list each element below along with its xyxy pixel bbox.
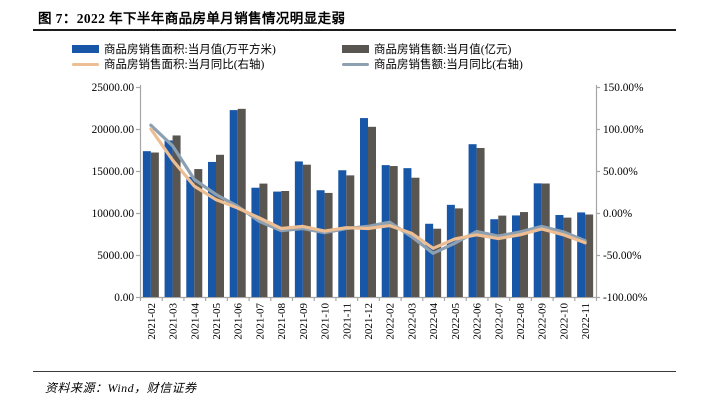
left-axis-label: 25000.00 (92, 82, 135, 94)
x-axis-label: 2021-02 (146, 303, 158, 340)
x-axis-label: 2022-08 (515, 303, 527, 340)
line-sales-area-yoy (149, 127, 587, 250)
bar-sales-area (533, 183, 542, 297)
bar-sales-value (216, 154, 224, 297)
x-axis-label: 2022-02 (385, 303, 397, 340)
x-axis-label: 2021-08 (276, 303, 288, 340)
line-sales-value-yoy (149, 123, 587, 255)
bar-sales-value (520, 212, 528, 297)
bar-sales-area (468, 144, 477, 297)
bar-sales-value (237, 108, 246, 297)
bar-sales-area (316, 190, 325, 297)
legend-label-sales-area-bar: 商品房销售面积:当月值(万平方米) (104, 44, 276, 56)
bar-sales-area (512, 215, 520, 297)
right-axis-label: 150.00% (603, 82, 644, 94)
bar-sales-area (164, 140, 173, 297)
x-axis-label: 2022-04 (428, 303, 440, 340)
x-axis-label: 2021-06 (233, 303, 245, 340)
x-axis-label: 2021-10 (320, 303, 332, 340)
bar-sales-value (454, 208, 463, 297)
right-axis-label: 50.00% (603, 166, 638, 178)
x-axis-label: 2021-04 (189, 303, 201, 340)
bar-sales-value (259, 183, 268, 297)
bar-sales-value (433, 228, 442, 297)
bar-sales-area (446, 204, 455, 297)
bar-sales-area (360, 118, 368, 297)
title-divider (33, 29, 676, 31)
bar-sales-value (585, 214, 594, 297)
right-axis-label: 0.00% (603, 208, 633, 220)
x-axis-label: 2022-10 (558, 303, 570, 340)
bar-sales-value (541, 183, 550, 297)
legend-item-sales-area-bar: 商品房销售面积:当月值(万平方米) (72, 42, 276, 56)
x-axis-label: 2021-09 (298, 303, 310, 340)
left-axis-label: 10000.00 (92, 208, 135, 220)
bar-sales-value (194, 169, 203, 297)
x-axis-label: 2022-06 (472, 303, 484, 340)
x-axis-label: 2021-03 (168, 303, 180, 340)
x-axis-label: 2022-03 (406, 303, 418, 340)
source-note: 资料来源：Wind，财信证券 (45, 381, 197, 395)
right-axis-label: -50.00% (603, 250, 642, 262)
legend-item-sales-area-yoy-line: 商品房销售面积:当月同比(右轴) (72, 57, 264, 71)
x-axis-label: 2022-11 (580, 303, 592, 339)
bar-sales-value (346, 175, 355, 297)
bar-sales-area (381, 165, 390, 297)
right-axis-label: -100.00% (603, 292, 648, 304)
bar-sales-value (563, 217, 572, 297)
legend-swatch-sales-area-bar-icon (72, 45, 99, 53)
bar-sales-value (498, 215, 507, 297)
legend-swatch-sales-value-yoy-line-icon (342, 62, 369, 66)
left-axis-label: 5000.00 (97, 250, 134, 262)
bar-sales-area (208, 161, 216, 297)
legend-swatch-sales-area-yoy-line-icon (72, 62, 99, 66)
bar-sales-value (476, 147, 485, 297)
x-axis-label: 2022-05 (450, 303, 462, 340)
bar-sales-area (273, 191, 282, 297)
figure-bottom-divider (33, 371, 676, 372)
bar-sales-area (555, 215, 564, 297)
bar-sales-value (281, 190, 290, 297)
bar-sales-area (142, 151, 151, 297)
bar-sales-area (577, 212, 586, 297)
left-axis-label: 15000.00 (92, 166, 135, 178)
legend-swatch-sales-value-bar-icon (342, 45, 369, 53)
bar-sales-value (389, 166, 398, 297)
bar-sales-value (368, 126, 376, 297)
x-axis-label: 2021-11 (341, 303, 353, 339)
legend-label-sales-area-yoy: 商品房销售面积:当月同比(右轴) (104, 59, 265, 71)
legend-label-sales-value-yoy: 商品房销售额:当月同比(右轴) (374, 59, 523, 71)
figure-title: 图 7：2022 年下半年商品房单月销售情况明显走弱 (38, 11, 346, 26)
x-axis-label: 2022-09 (537, 303, 549, 340)
right-axis-label: 100.00% (603, 124, 644, 136)
left-axis-label: 20000.00 (92, 124, 135, 136)
bar-sales-value (150, 152, 159, 297)
bar-sales-area (186, 176, 195, 297)
bar-sales-area (338, 170, 347, 297)
x-axis-label: 2021-05 (211, 303, 223, 340)
bar-sales-area (490, 219, 499, 297)
left-axis-label: 0.00 (114, 292, 134, 304)
legend-item-sales-value-bar: 商品房销售额:当月值(亿元) (342, 42, 511, 56)
bar-sales-value (172, 135, 181, 297)
legend-item-sales-value-yoy-line: 商品房销售额:当月同比(右轴) (342, 57, 523, 71)
bar-sales-area (251, 187, 260, 297)
x-axis-label: 2022-07 (493, 303, 505, 340)
bar-sales-value (324, 192, 333, 297)
bar-sales-area (425, 223, 434, 297)
legend-label-sales-value-bar: 商品房销售额:当月值(亿元) (374, 44, 512, 56)
x-axis-label: 2021-07 (254, 303, 266, 340)
x-axis-label: 2021-12 (363, 303, 375, 340)
